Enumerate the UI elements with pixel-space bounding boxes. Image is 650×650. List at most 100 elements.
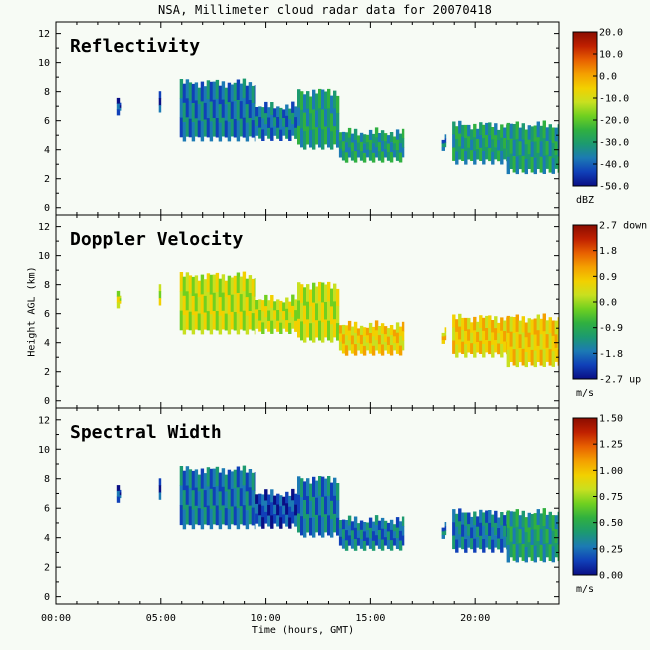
colorbar-unit: dBZ <box>576 195 594 206</box>
cloud-cell <box>185 485 190 506</box>
y-tick-label: 2 <box>44 174 50 185</box>
cloud-cell <box>377 520 382 531</box>
cloud-cell <box>458 534 462 548</box>
cloud-cell <box>248 293 253 312</box>
cloud-cell <box>158 105 162 113</box>
cloud-cell <box>224 280 229 298</box>
cloud-cell <box>203 473 208 491</box>
cloud-cell <box>452 121 456 135</box>
cloud-cell <box>194 82 199 101</box>
cloud-cell <box>297 300 301 320</box>
cloud-cell <box>524 352 528 368</box>
cloud-cell <box>473 538 477 553</box>
cloud-cell <box>227 102 232 122</box>
cloud-cell <box>258 515 262 527</box>
cloud-cell <box>264 113 268 125</box>
cloud-cell <box>218 472 223 492</box>
cloud-cell <box>509 153 513 169</box>
cloud-cell <box>458 521 462 535</box>
cloud-cell <box>467 512 471 525</box>
cloud-cell <box>185 504 190 525</box>
cloud-cell <box>315 93 319 111</box>
cloud-cell <box>488 522 492 537</box>
cloud-cell <box>285 491 289 504</box>
cloud-cell <box>215 466 220 487</box>
cloud-cell <box>491 332 495 346</box>
cloud-cell <box>368 517 373 529</box>
cloud-cell <box>300 321 304 341</box>
y-tick-label: 0 <box>44 592 50 603</box>
cloud-cell <box>324 478 328 497</box>
cloud-cell <box>545 514 549 530</box>
cloud-cell <box>341 334 346 345</box>
cloud-cell <box>212 292 217 312</box>
cloud-cell <box>455 539 459 553</box>
cloud-cell <box>188 100 193 120</box>
cloud-cell <box>327 88 331 109</box>
cloud-cell <box>276 504 280 516</box>
cloud-cell <box>527 542 531 558</box>
cloud-cell <box>206 273 211 293</box>
cloud-cell <box>200 274 205 295</box>
cloud-cell <box>224 104 229 121</box>
cloud-cell <box>300 284 304 304</box>
cloud-cell <box>398 530 403 541</box>
cloud-cell <box>191 83 196 104</box>
cloud-cell <box>395 538 400 549</box>
cloud-cell <box>464 539 468 553</box>
cloud-cell <box>267 320 271 332</box>
cloud-cell <box>309 130 313 148</box>
cloud-cell <box>321 282 325 303</box>
cloud-cell <box>255 107 259 117</box>
cloud-cell <box>245 297 250 316</box>
cloud-cell <box>212 468 217 488</box>
cloud-cell <box>441 534 445 539</box>
cloud-cell <box>285 297 289 310</box>
cloud-cell <box>242 505 247 526</box>
cloud-cell <box>455 138 459 152</box>
cloud-cell <box>218 297 223 316</box>
cloud-cell <box>200 508 205 530</box>
cloud-cell <box>509 138 513 155</box>
cloud-cell <box>362 152 367 163</box>
cloud-cell <box>542 348 546 367</box>
cloud-cell <box>503 536 507 548</box>
cloud-cell <box>551 142 555 159</box>
cloud-cell <box>179 310 184 331</box>
cloud-cell <box>185 291 190 311</box>
cloud-cell <box>273 504 277 515</box>
cloud-cell <box>401 128 405 139</box>
cloud-cell <box>233 488 238 507</box>
colorbar-tick-label: 0.25 <box>599 544 623 555</box>
cloud-cell <box>551 530 555 547</box>
cloud-cell <box>536 541 540 558</box>
cloud-cell <box>338 341 343 351</box>
cloud-cell <box>536 314 540 331</box>
cloud-cell <box>527 347 531 362</box>
cloud-cell <box>239 294 244 312</box>
cloud-cell <box>467 136 471 149</box>
cloud-cell <box>545 127 549 142</box>
cloud-cell <box>251 507 256 526</box>
cloud-cell <box>554 334 558 349</box>
cloud-cell <box>303 130 307 150</box>
cloud-cell <box>215 272 220 293</box>
cloud-cell <box>248 469 253 488</box>
cloud-cell <box>347 535 352 546</box>
colorbar-tick-label: 0.0 <box>599 72 617 83</box>
cloud-cell <box>461 512 465 525</box>
cloud-cell <box>197 313 202 331</box>
cloud-cell <box>533 125 537 142</box>
cloud-cell <box>209 81 214 102</box>
cloud-cell <box>452 134 456 148</box>
cloud-cell <box>536 152 540 169</box>
cloud-cell <box>479 535 483 550</box>
cloud-cell <box>291 124 295 136</box>
cloud-cell <box>509 541 513 558</box>
cloud-cell <box>158 291 162 299</box>
cloud-cell <box>245 510 250 530</box>
cloud-cell <box>236 313 241 335</box>
cloud-cell <box>383 528 388 538</box>
cloud-cell <box>221 99 226 119</box>
cloud-cell <box>545 347 549 362</box>
